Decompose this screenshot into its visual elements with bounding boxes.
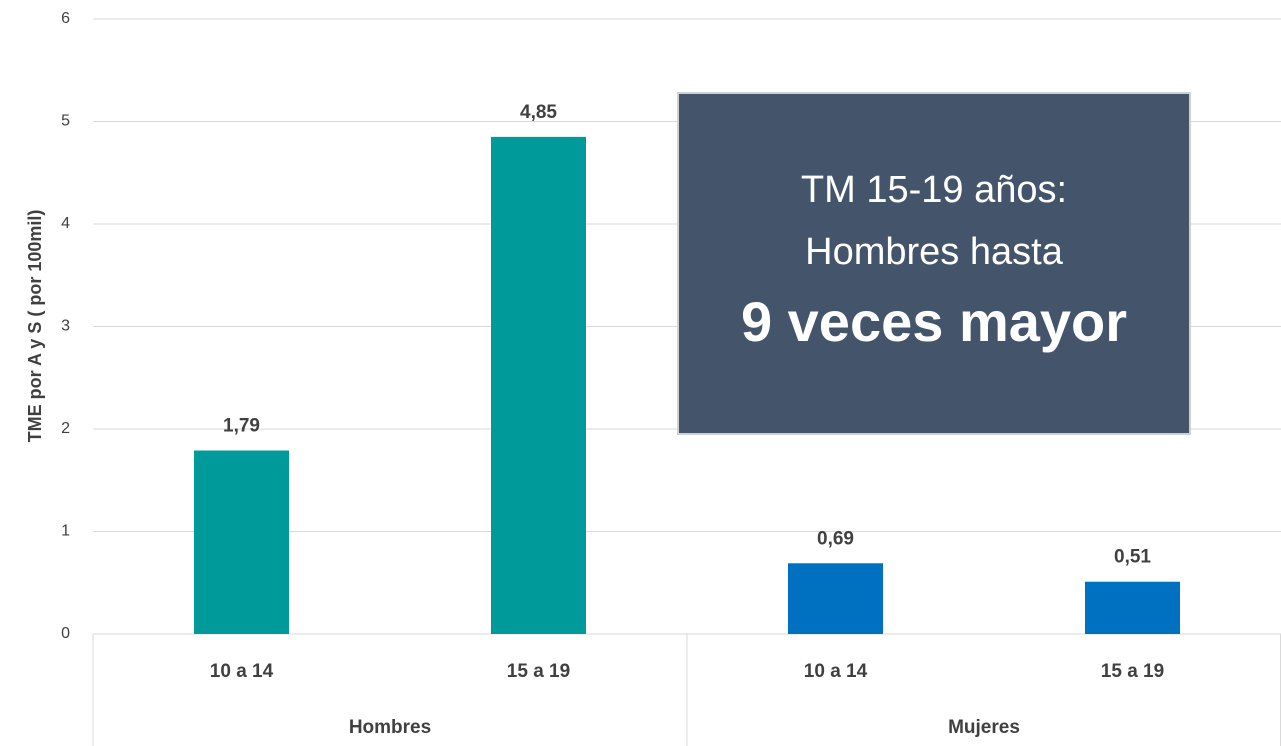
data-label: 4,85 [520, 102, 557, 123]
annotation-text: Hombres hasta [805, 231, 1064, 273]
y-tick-label: 6 [61, 10, 70, 27]
x-tick-label: 10 a 14 [210, 661, 274, 682]
y-tick-label: 4 [61, 215, 70, 232]
bar [788, 563, 883, 634]
y-tick-label: 2 [61, 420, 70, 437]
x-tick-label: 15 a 19 [507, 661, 570, 682]
y-axis-label: TME por A y S ( por 100mil) [25, 210, 45, 443]
y-tick-label: 3 [61, 318, 70, 335]
group-label: Hombres [349, 717, 431, 738]
x-tick-label: 10 a 14 [804, 661, 868, 682]
bar [1085, 581, 1180, 634]
y-tick-label: 0 [61, 625, 70, 642]
annotation-text: TM 15-19 años: [801, 169, 1067, 211]
group-label: Mujeres [948, 717, 1020, 738]
y-tick-label: 1 [61, 523, 70, 540]
annotation-box [677, 92, 1191, 435]
y-tick-label: 5 [61, 113, 70, 130]
data-label: 1,79 [223, 416, 260, 437]
bar [194, 450, 289, 634]
x-tick-label: 15 a 19 [1101, 661, 1164, 682]
data-label: 0,51 [1114, 547, 1151, 568]
annotation-text: 9 veces mayor [741, 290, 1127, 353]
bar [491, 136, 586, 634]
data-label: 0,69 [817, 528, 854, 549]
